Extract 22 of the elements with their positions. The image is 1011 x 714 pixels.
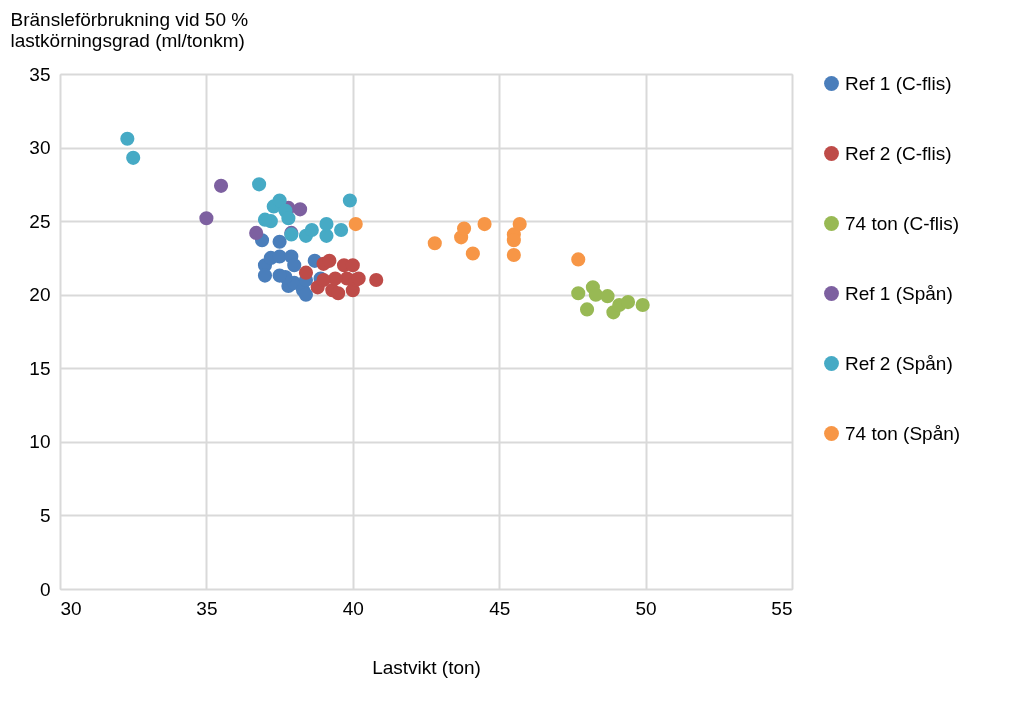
x-tick-label: 55 [771, 597, 793, 619]
y-tick-label: 35 [29, 63, 51, 85]
y-axis-title: Bränsleförbrukning vid 50 % lastkörningsgrad (ml/tonkm) [10, 8, 249, 51]
x-tick-label: 40 [342, 597, 364, 619]
legend-label: 74 ton (C-flis) [845, 212, 960, 234]
legend-label: 74 ton (Spån) [845, 422, 961, 444]
x-tick-label: 30 [60, 597, 82, 619]
y-tick-label: 30 [29, 137, 51, 159]
legend-label: Ref 1 (Spån) [845, 282, 953, 304]
y-tick-label: 15 [29, 357, 51, 379]
x-tick-label: 35 [196, 597, 218, 619]
x-axis-title: Lastvikt (ton) [372, 656, 481, 678]
legend-label: Ref 1 (C-flis) [845, 72, 952, 94]
y-tick-label: 10 [29, 431, 51, 453]
legend-label: Ref 2 (C-flis) [845, 142, 952, 164]
x-tick-label: 45 [489, 597, 511, 619]
y-tick-label: 0 [39, 578, 51, 600]
y-tick-label: 5 [39, 504, 51, 526]
legend-label: Ref 2 (Spån) [845, 352, 953, 374]
y-tick-label: 25 [29, 210, 51, 232]
y-tick-label: 20 [29, 284, 51, 306]
x-tick-label: 50 [635, 597, 657, 619]
